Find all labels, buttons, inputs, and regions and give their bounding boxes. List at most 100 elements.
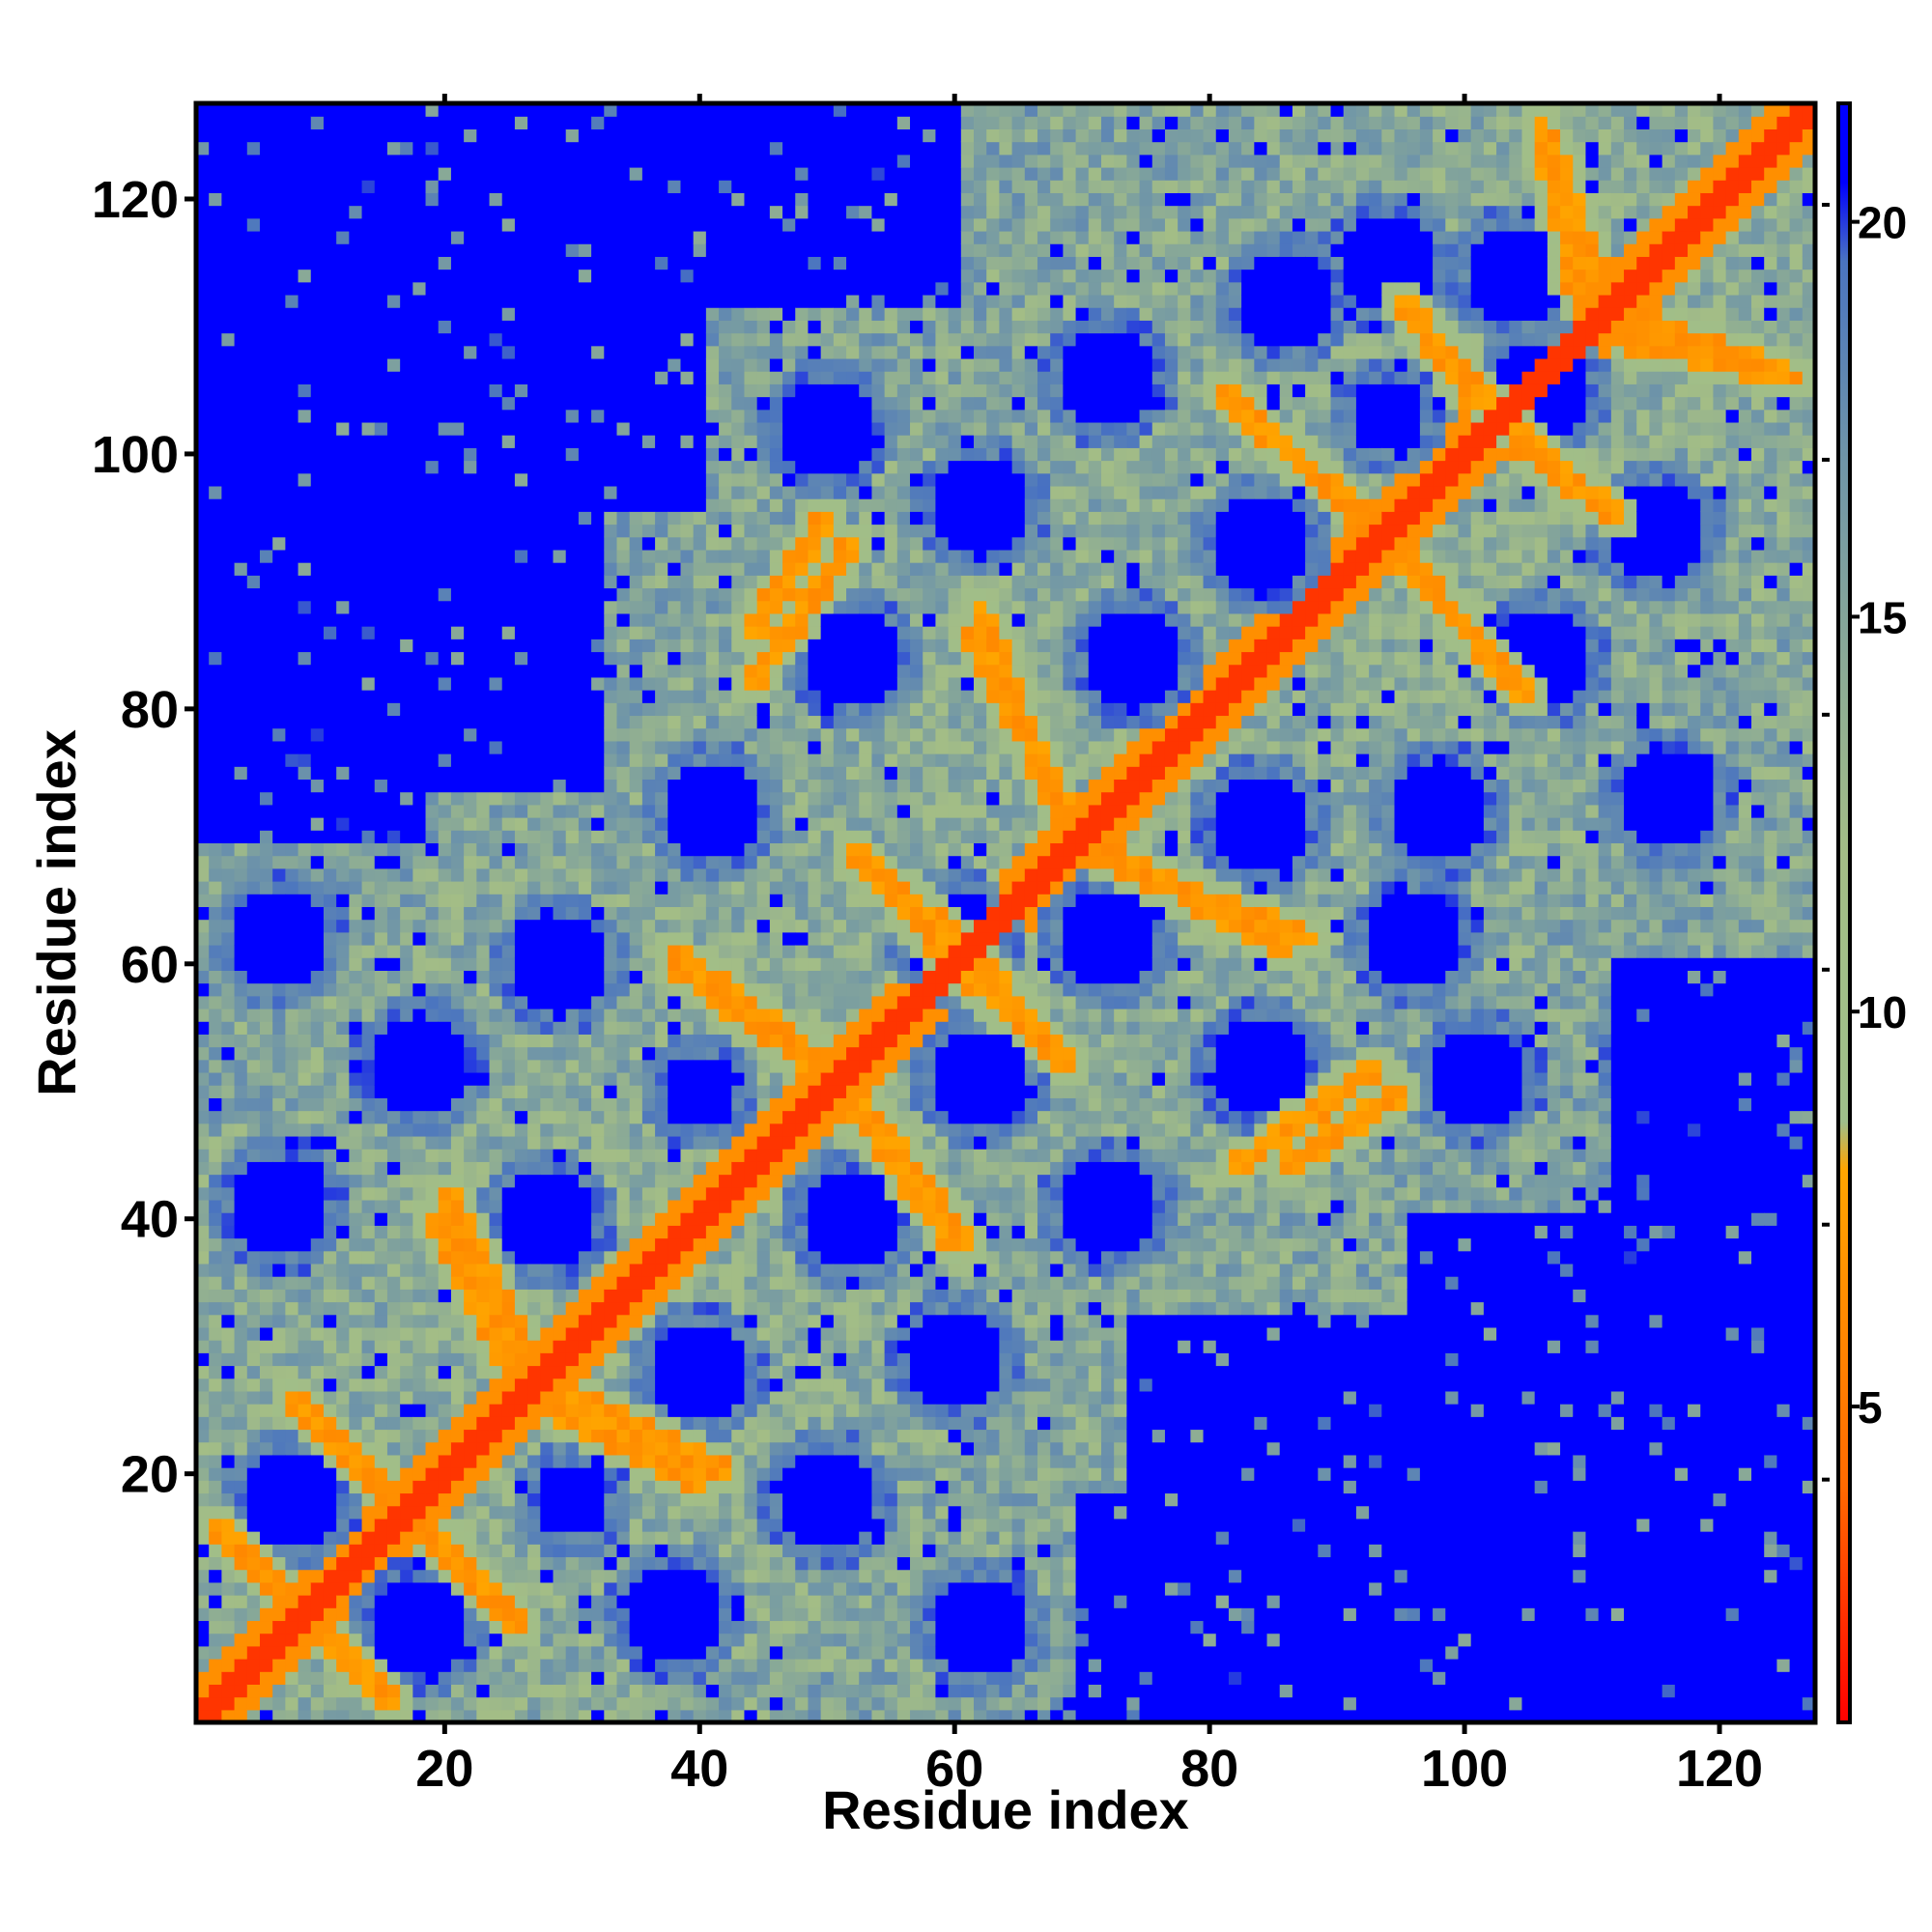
heatmap-cell — [578, 1250, 592, 1264]
heatmap-cell — [196, 1186, 210, 1201]
heatmap-cell — [578, 536, 592, 551]
heatmap-cell — [464, 103, 477, 117]
heatmap-cell — [450, 1429, 465, 1443]
heatmap-cell — [272, 1110, 286, 1124]
heatmap-cell — [438, 919, 452, 933]
heatmap-cell — [209, 779, 222, 793]
heatmap-cell — [591, 753, 605, 767]
heatmap-cell — [425, 1071, 440, 1086]
heatmap-cell — [680, 1199, 695, 1213]
heatmap-cell — [323, 639, 337, 653]
heatmap-cell — [386, 587, 401, 602]
heatmap-cell — [668, 549, 682, 563]
heatmap-cell — [196, 460, 210, 474]
heatmap-cell — [361, 536, 376, 551]
heatmap-cell — [246, 626, 261, 639]
heatmap-cell — [400, 830, 413, 844]
heatmap-cell — [438, 371, 452, 384]
heatmap-cell — [514, 779, 528, 793]
heatmap-cell — [565, 1034, 580, 1048]
heatmap-cell — [450, 919, 465, 933]
heatmap-cell — [616, 435, 631, 448]
heatmap-cell — [400, 639, 413, 653]
heatmap-cell — [298, 1556, 312, 1571]
heatmap-cell — [565, 1110, 580, 1124]
heatmap-cell — [298, 587, 312, 602]
heatmap-cell — [629, 1581, 643, 1596]
heatmap-cell — [464, 1365, 477, 1379]
heatmap-cell — [514, 1544, 528, 1558]
heatmap-cell — [221, 192, 236, 207]
heatmap-cell — [641, 230, 656, 244]
heatmap-cell — [668, 1225, 682, 1239]
heatmap-cell — [604, 192, 618, 207]
heatmap-cell — [221, 485, 236, 499]
heatmap-cell — [412, 128, 427, 143]
heatmap-cell — [553, 536, 567, 551]
heatmap-cell — [540, 1212, 554, 1226]
heatmap-cell — [629, 740, 643, 754]
heatmap-cell — [489, 1340, 503, 1353]
heatmap-cell — [514, 345, 528, 359]
heatmap-cell — [323, 1645, 337, 1660]
heatmap-cell — [604, 740, 618, 754]
heatmap-cell — [540, 1276, 554, 1290]
heatmap-cell — [489, 307, 503, 321]
heatmap-cell — [259, 1250, 273, 1264]
heatmap-cell — [616, 1326, 631, 1341]
heatmap-cell — [464, 116, 477, 129]
heatmap-cell — [527, 740, 541, 754]
heatmap-cell — [693, 1390, 707, 1405]
heatmap-cell — [209, 766, 222, 781]
heatmap-cell — [553, 740, 567, 754]
heatmap-cell — [604, 995, 618, 1009]
heatmap-cell — [310, 1480, 325, 1494]
heatmap-cell — [450, 1581, 465, 1596]
heatmap-cell — [221, 1135, 236, 1150]
heatmap-cell — [514, 116, 528, 129]
heatmap-cell — [629, 524, 643, 538]
heatmap-cell — [336, 600, 350, 614]
heatmap-cell — [655, 855, 668, 869]
heatmap-cell — [464, 180, 477, 193]
heatmap-cell — [527, 128, 541, 143]
heatmap-cell — [464, 1212, 477, 1226]
heatmap-cell — [578, 230, 592, 244]
heatmap-cell — [655, 357, 668, 372]
heatmap-cell — [272, 894, 286, 907]
heatmap-cell — [221, 447, 236, 462]
heatmap-cell — [246, 1161, 261, 1176]
heatmap-cell — [234, 970, 248, 984]
heatmap-cell — [221, 1671, 236, 1686]
heatmap-cell — [489, 180, 503, 193]
heatmap-cell — [591, 128, 605, 143]
heatmap-cell — [501, 817, 516, 831]
heatmap-cell — [310, 1352, 325, 1367]
heatmap-cell — [310, 1620, 325, 1634]
heatmap-cell — [514, 332, 528, 347]
heatmap-cell — [349, 294, 363, 308]
heatmap-cell — [540, 1544, 554, 1558]
heatmap-cell — [464, 205, 477, 219]
heatmap-cell — [501, 906, 516, 921]
heatmap-cell — [501, 894, 516, 907]
heatmap-cell — [565, 1480, 580, 1494]
heatmap-cell — [298, 1607, 312, 1622]
heatmap-cell — [629, 1174, 643, 1188]
heatmap-cell — [259, 524, 273, 538]
heatmap-cell — [234, 1149, 248, 1162]
heatmap-cell — [323, 1071, 337, 1086]
heatmap-cell — [464, 664, 477, 678]
heatmap-cell — [591, 269, 605, 283]
heatmap-cell — [374, 1326, 388, 1341]
heatmap-cell — [298, 1595, 312, 1608]
heatmap-cell — [425, 842, 440, 857]
heatmap-cell — [641, 1696, 656, 1711]
heatmap-cell — [323, 1110, 337, 1124]
heatmap-cell — [285, 639, 299, 653]
heatmap-cell — [361, 1059, 376, 1073]
heatmap-cell — [616, 103, 631, 117]
heatmap-cell — [668, 1684, 682, 1698]
heatmap-cell — [259, 128, 273, 143]
heatmap-cell — [514, 587, 528, 602]
